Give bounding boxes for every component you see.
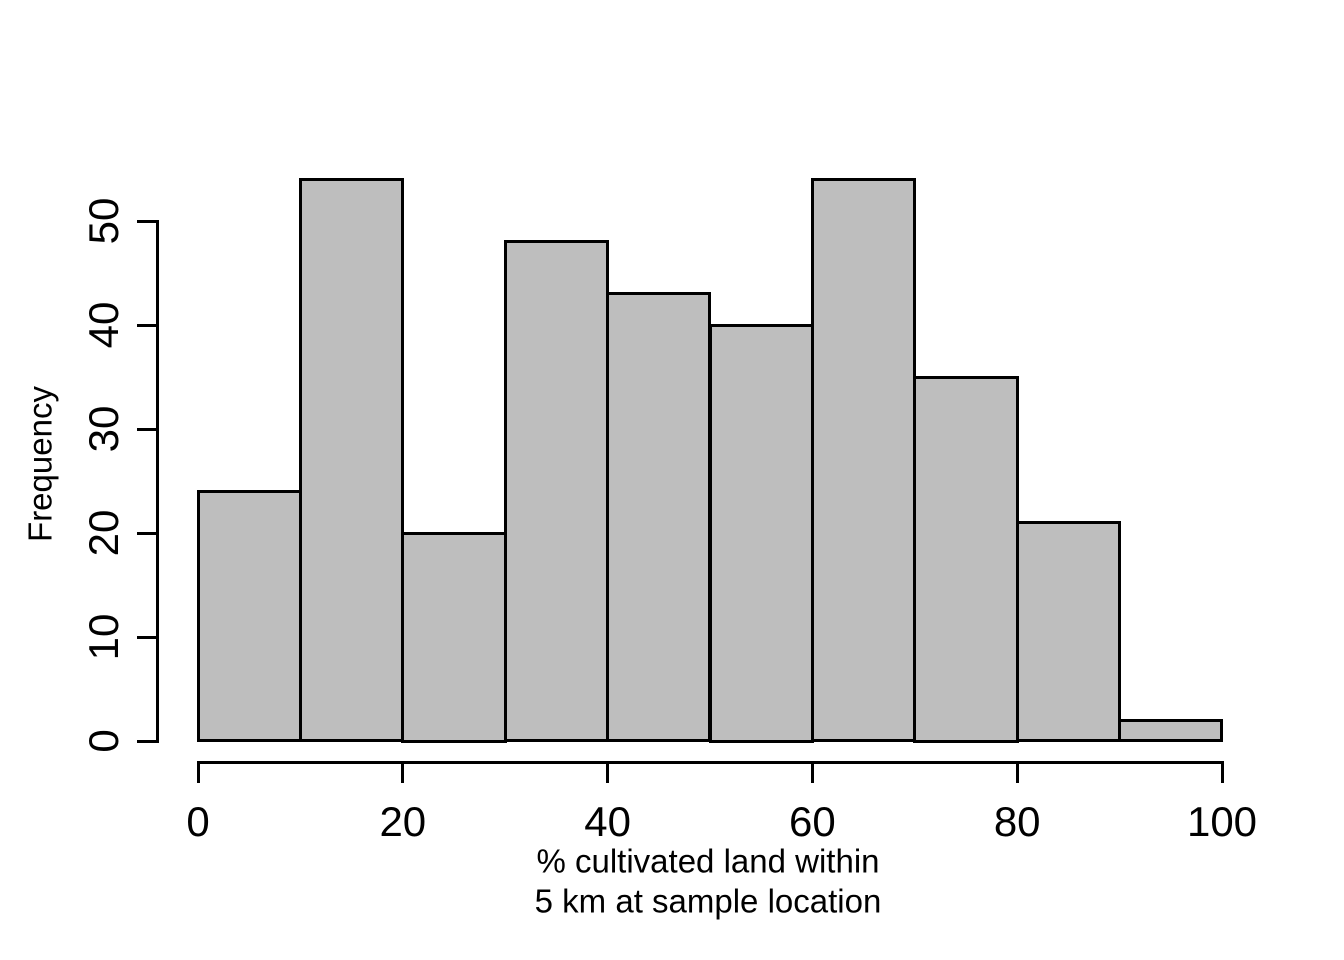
histogram-bar-40-50 bbox=[606, 292, 712, 743]
x-tick bbox=[196, 762, 200, 783]
histogram-bar-80-90 bbox=[1015, 521, 1122, 743]
y-tick-label: 30 bbox=[80, 405, 127, 453]
x-tick bbox=[606, 762, 610, 783]
x-tick bbox=[401, 762, 405, 783]
x-tick bbox=[1220, 762, 1224, 783]
x-axis-title-line2: 5 km at sample location bbox=[534, 882, 882, 920]
histogram-bar-70-80 bbox=[913, 375, 1019, 743]
x-tick-label: 40 bbox=[584, 798, 631, 845]
y-tick bbox=[137, 427, 157, 431]
histogram-bar-0-10 bbox=[196, 489, 302, 743]
y-tick bbox=[137, 635, 157, 639]
y-tick-label: 10 bbox=[80, 613, 127, 661]
histogram-bar-60-70 bbox=[810, 177, 917, 743]
x-tick-label: 80 bbox=[993, 798, 1041, 845]
x-tick bbox=[1015, 762, 1019, 783]
y-tick-label: 20 bbox=[80, 509, 127, 557]
histogram-bar-20-30 bbox=[401, 531, 507, 743]
y-axis-title: Frequency bbox=[21, 386, 59, 542]
y-tick bbox=[137, 219, 157, 223]
y-tick-label: 40 bbox=[80, 301, 127, 349]
histogram-bar-90-100 bbox=[1118, 718, 1224, 743]
y-tick bbox=[137, 531, 157, 535]
x-tick-label: 60 bbox=[789, 798, 836, 845]
histogram-bar-10-20 bbox=[298, 177, 405, 743]
y-tick-label: 50 bbox=[80, 197, 127, 245]
histogram-bar-50-60 bbox=[708, 323, 814, 743]
x-tick-label: 0 bbox=[186, 798, 210, 845]
x-tick-label: 20 bbox=[379, 798, 427, 845]
x-axis-line bbox=[196, 760, 1224, 764]
y-axis-line bbox=[155, 219, 159, 743]
y-tick bbox=[137, 739, 157, 743]
x-axis-title-line1: % cultivated land within bbox=[536, 842, 880, 880]
x-tick bbox=[810, 762, 814, 783]
y-tick-label: 0 bbox=[80, 729, 127, 753]
y-tick bbox=[137, 323, 157, 327]
histogram-bar-30-40 bbox=[503, 240, 610, 743]
x-tick-label: 100 bbox=[1186, 798, 1258, 845]
